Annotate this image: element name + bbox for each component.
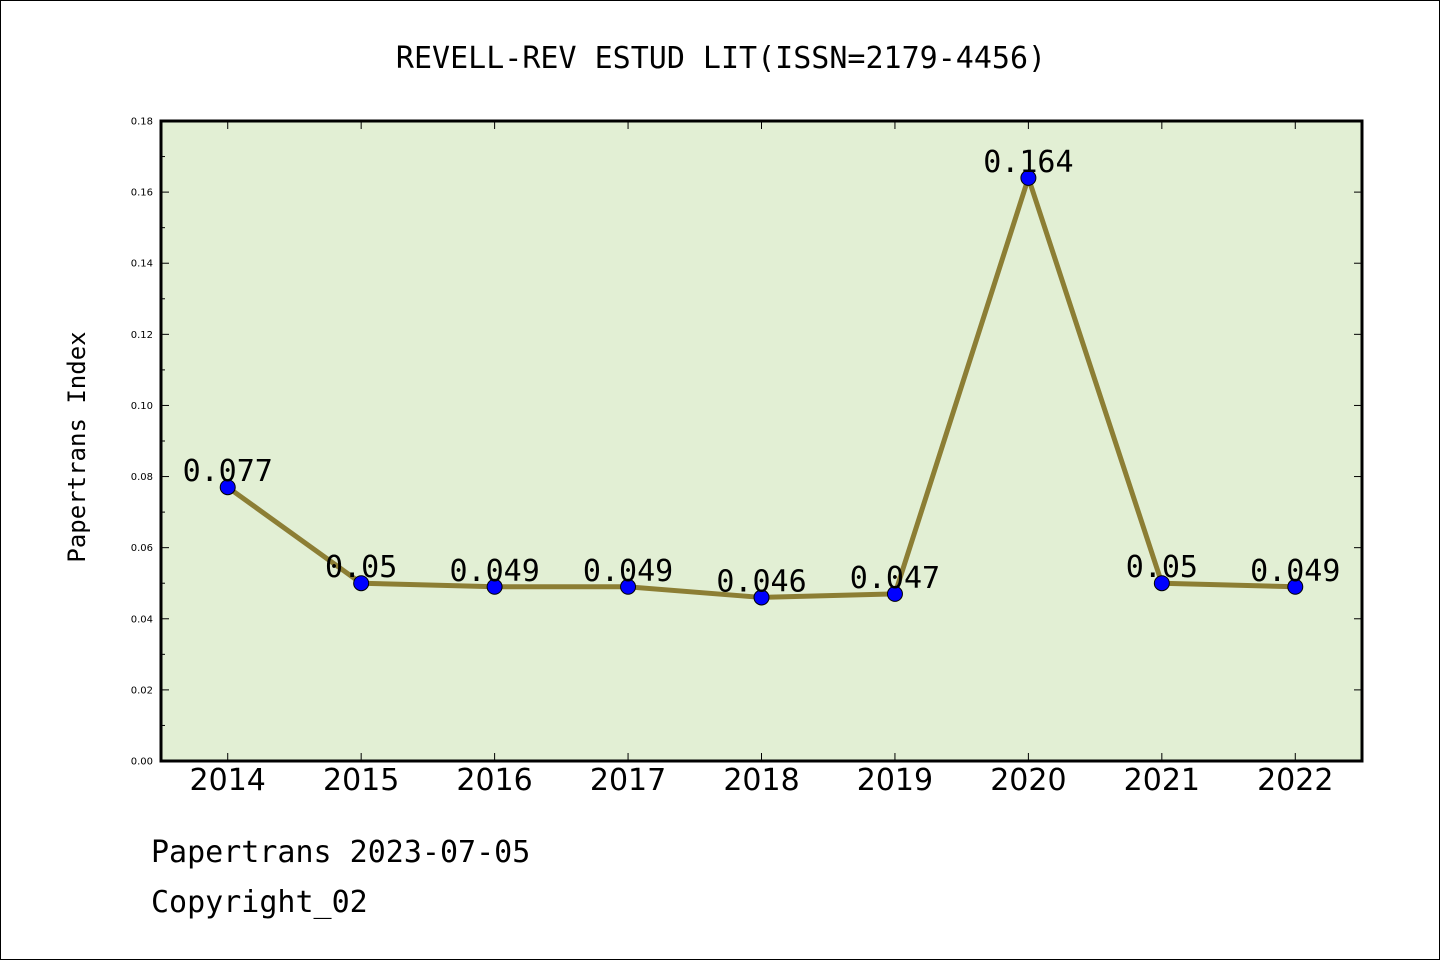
data-point-marker [753, 589, 770, 606]
axis-ticks: 0.00 0.02 0.04 0.06 0.08 0.10 0.12 0.14 0.16 0.18… [131, 117, 1362, 798]
y-tick-label: 0.04 [131, 614, 153, 625]
plot-border [159, 119, 1364, 763]
y-tick-label: 0.02 [131, 685, 153, 696]
x-tick-label: 2018 [723, 763, 799, 798]
x-tick-label: 2017 [590, 763, 666, 798]
plot-area [161, 121, 1362, 761]
data-point-marker [486, 578, 503, 595]
data-label: 0.164 [983, 145, 1073, 180]
data-labels: 0.077 0.05 0.049 0.049 0.046 0.047 0.164 0.05 0.… [183, 145, 1341, 600]
y-tick-label: 0.00 [131, 757, 153, 768]
x-tick-label: 2020 [990, 763, 1066, 798]
y-tick-label: 0.14 [131, 259, 153, 270]
data-label: 0.05 [325, 550, 397, 585]
x-tick-label: 2019 [857, 763, 933, 798]
data-label: 0.049 [449, 554, 539, 589]
data-label: 0.047 [850, 561, 940, 596]
y-tick-label: 0.18 [131, 117, 153, 128]
data-point-marker [219, 479, 236, 496]
data-label: 0.049 [1250, 554, 1340, 589]
y-tick-label: 0.08 [131, 472, 153, 483]
x-tick-label: 2014 [190, 763, 266, 798]
y-tick-label: 0.06 [131, 543, 153, 554]
data-label: 0.05 [1126, 550, 1198, 585]
data-point-marker [353, 575, 370, 592]
y-tick-label: 0.16 [131, 188, 153, 199]
data-label: 0.049 [583, 554, 673, 589]
x-tick-label: 2022 [1257, 763, 1333, 798]
x-tick-label: 2016 [456, 763, 532, 798]
data-point-marker [1153, 575, 1170, 592]
data-point-marker [886, 585, 903, 602]
data-label: 0.046 [716, 564, 806, 599]
chart-title: REVELL-REV ESTUD LIT(ISSN=2179-4456) [396, 41, 1046, 76]
footer-date: Papertrans 2023-07-05 [151, 835, 531, 870]
data-point-marker [1020, 169, 1037, 186]
data-point-marker [620, 578, 637, 595]
data-label: 0.077 [183, 454, 273, 489]
data-point-marker [1287, 578, 1304, 595]
x-tick-label: 2021 [1124, 763, 1200, 798]
y-tick-label: 0.10 [131, 401, 153, 412]
footer-copyright: Copyright_02 [151, 885, 368, 920]
data-points [219, 169, 1304, 606]
x-tick-label: 2015 [323, 763, 399, 798]
y-tick-label: 0.12 [131, 330, 153, 341]
y-axis-label: Papertrans Index [63, 331, 91, 562]
